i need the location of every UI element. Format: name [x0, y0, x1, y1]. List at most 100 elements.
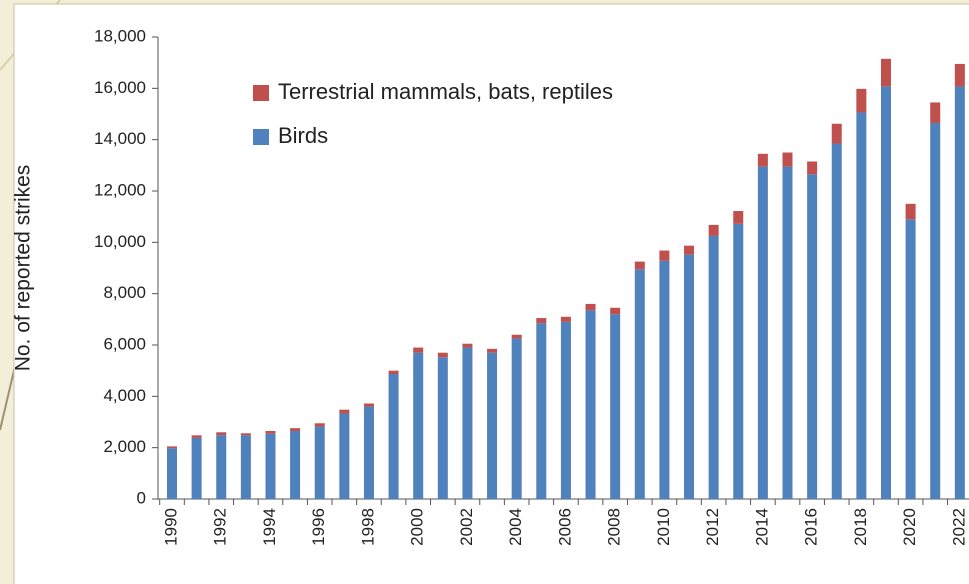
x-tick-label: 2016	[802, 508, 821, 546]
y-tick-label: 18,000	[94, 26, 146, 45]
bar-segment	[314, 426, 325, 499]
bar-segment	[684, 245, 695, 255]
x-tick-label: 2012	[703, 508, 722, 546]
bar-segment	[339, 413, 350, 499]
bar-segment	[536, 323, 547, 499]
bar-segment	[757, 166, 768, 499]
bar-segment	[807, 161, 818, 175]
legend-swatch	[253, 129, 269, 145]
y-tick-label: 16,000	[94, 78, 146, 97]
bar-segment	[708, 235, 719, 499]
x-tick-label: 2022	[949, 508, 968, 546]
bar-segment	[462, 343, 473, 348]
x-tick-label: 1998	[358, 508, 377, 546]
bar-segment	[487, 348, 498, 353]
bar-segment	[733, 223, 744, 499]
x-tick-label: 1996	[309, 508, 328, 546]
bar-segment	[954, 86, 965, 499]
y-tick-label: 14,000	[94, 129, 146, 148]
bar-segment	[659, 250, 670, 261]
bar-segment	[413, 352, 424, 499]
y-tick-label: 12,000	[94, 180, 146, 199]
y-tick-label: 2,000	[103, 437, 146, 456]
bar-segment	[560, 316, 571, 322]
bar-segment	[831, 123, 842, 144]
legend-label: Terrestrial mammals, bats, reptiles	[278, 79, 613, 104]
bar-segment	[511, 334, 522, 339]
bar-segment	[191, 435, 202, 438]
bar-segment	[757, 153, 768, 167]
x-tick-label: 1992	[211, 508, 230, 546]
bar-segment	[511, 338, 522, 499]
bar-segment	[782, 152, 793, 167]
x-tick-label: 2000	[408, 508, 427, 546]
x-tick-label: 2008	[605, 508, 624, 546]
bar-segment	[363, 403, 374, 407]
bar-segment	[930, 122, 941, 499]
x-tick-label: 2014	[752, 508, 771, 546]
bar-segment	[856, 88, 867, 113]
bar-segment	[167, 446, 177, 449]
bar-segment	[290, 430, 301, 499]
bar-segment	[659, 260, 670, 499]
y-tick-label: 8,000	[103, 283, 146, 302]
bar-segment	[363, 406, 374, 499]
bar-segment	[880, 86, 891, 499]
bar-segment	[216, 435, 227, 499]
bar-segment	[437, 352, 448, 358]
x-tick-label: 2002	[457, 508, 476, 546]
bar-segment	[684, 254, 695, 499]
bar-segment	[905, 203, 916, 220]
bar-segment	[240, 433, 251, 436]
bar-segment	[314, 423, 325, 427]
bar-segment	[437, 357, 448, 499]
y-axis-label: No. of reported strikes	[12, 165, 35, 372]
bar-segment	[560, 321, 571, 499]
y-tick-label: 4,000	[103, 386, 146, 405]
bar-segment	[388, 374, 399, 499]
bar-segment	[290, 428, 301, 431]
y-tick-label: 0	[137, 488, 146, 507]
bar-segment	[216, 432, 227, 436]
x-tick-label: 1994	[260, 508, 279, 546]
bar-segment	[339, 409, 350, 414]
bar-segment	[856, 112, 867, 500]
y-tick-label: 10,000	[94, 232, 146, 251]
bar-segment	[634, 261, 645, 270]
x-tick-label: 2018	[851, 508, 870, 546]
bar-segment	[905, 219, 916, 499]
x-tick-label: 2010	[654, 508, 673, 546]
y-tick-label: 6,000	[103, 334, 146, 353]
bar-segment	[191, 437, 202, 499]
bar-segment	[265, 433, 276, 499]
legend-label: Birds	[278, 123, 328, 148]
bar-segment	[708, 224, 719, 236]
bar-segment	[413, 347, 424, 353]
bar-segment	[388, 370, 399, 375]
x-tick-label: 1990	[161, 508, 180, 546]
x-tick-label: 2004	[506, 508, 525, 546]
bar-segment	[585, 303, 596, 311]
bar-segment	[880, 58, 891, 87]
bar-segment	[733, 211, 744, 224]
bar-segment	[462, 347, 473, 499]
bar-segment	[954, 63, 965, 87]
bar-segment	[782, 166, 793, 499]
bar-segment	[240, 435, 251, 499]
x-tick-label: 2020	[900, 508, 919, 546]
bar-segment	[167, 448, 177, 499]
bar-segment	[585, 310, 596, 499]
bar-segment	[930, 102, 941, 123]
bar-segment	[265, 430, 276, 434]
bar-segment	[807, 174, 818, 500]
bar-segment	[634, 269, 645, 499]
bar-segment	[831, 143, 842, 499]
x-tick-label: 2006	[555, 508, 574, 546]
bar-segment	[610, 307, 621, 315]
bar-segment	[487, 352, 498, 499]
bar-segment	[536, 318, 547, 324]
bar-segment	[610, 314, 621, 499]
legend-swatch	[253, 85, 269, 101]
